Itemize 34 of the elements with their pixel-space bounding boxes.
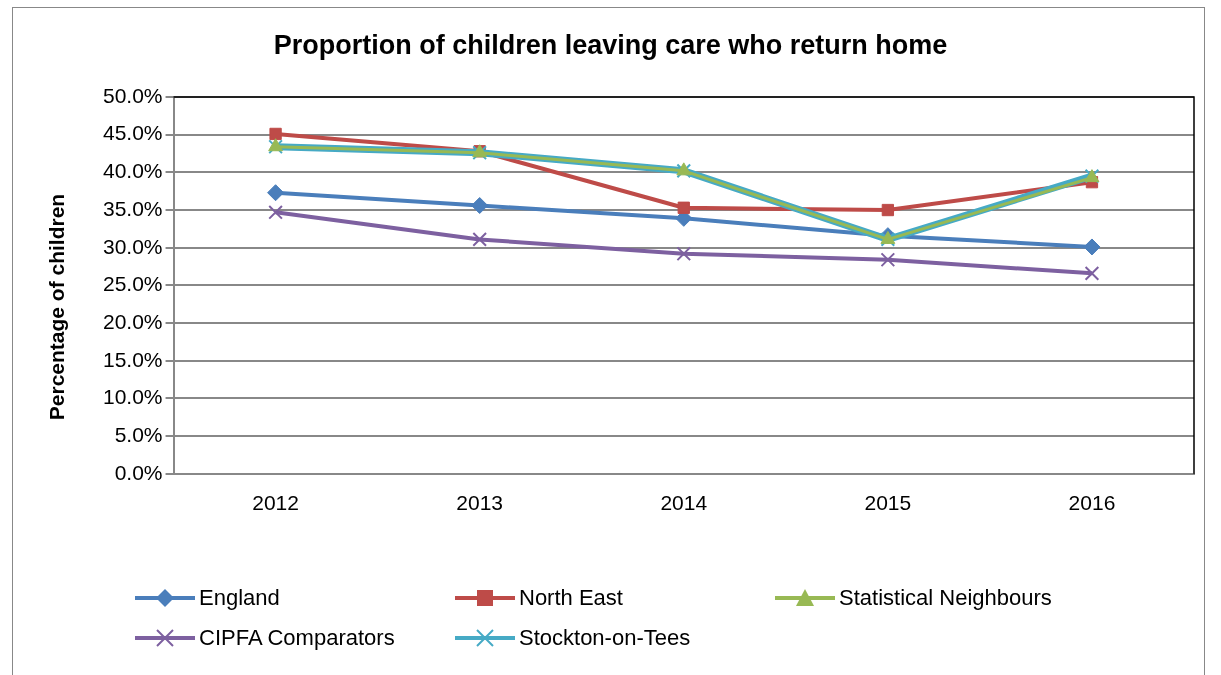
y-tick-label: 40.0% (103, 159, 163, 183)
point (267, 184, 285, 202)
point (881, 203, 895, 217)
y-tick-label: 10.0% (103, 385, 163, 409)
y-tick-label: 35.0% (103, 196, 163, 220)
point (471, 197, 489, 215)
y-tick-label: 50.0% (103, 83, 163, 107)
y-axis-title: Percentage of children (45, 193, 69, 421)
point (472, 232, 488, 247)
x-tick-label: 2013 (456, 491, 504, 515)
point (677, 201, 690, 214)
y-tick-label: 15.0% (103, 347, 163, 371)
x-tick-label: 2015 (864, 491, 912, 515)
x-tick-label: 2016 (1068, 491, 1116, 515)
legend-label: CIPFA Comparators (199, 625, 395, 651)
point (268, 204, 283, 220)
y-tick-label: 30.0% (103, 234, 163, 258)
y-tick-label: 20.0% (103, 309, 163, 333)
x-tick-label: 2014 (660, 491, 708, 515)
point (1084, 265, 1100, 281)
point (880, 252, 896, 268)
x-tick-label: 2012 (252, 491, 299, 515)
legend-label: England (199, 585, 280, 611)
point (1083, 238, 1101, 256)
y-tick-label: 45.0% (103, 121, 163, 145)
y-tick-label: 25.0% (103, 272, 163, 296)
point (676, 246, 692, 262)
y-tick-label: 5.0% (114, 422, 163, 446)
legend-label: Stockton-on-Tees (519, 625, 691, 651)
chart-title: Proportion of children leaving care who return home (272, 30, 949, 61)
legend-label: Statistical Neighbours (839, 585, 1052, 611)
legend-label: North East (519, 585, 623, 611)
point (269, 127, 282, 141)
y-tick-label: 0.0% (114, 460, 163, 484)
